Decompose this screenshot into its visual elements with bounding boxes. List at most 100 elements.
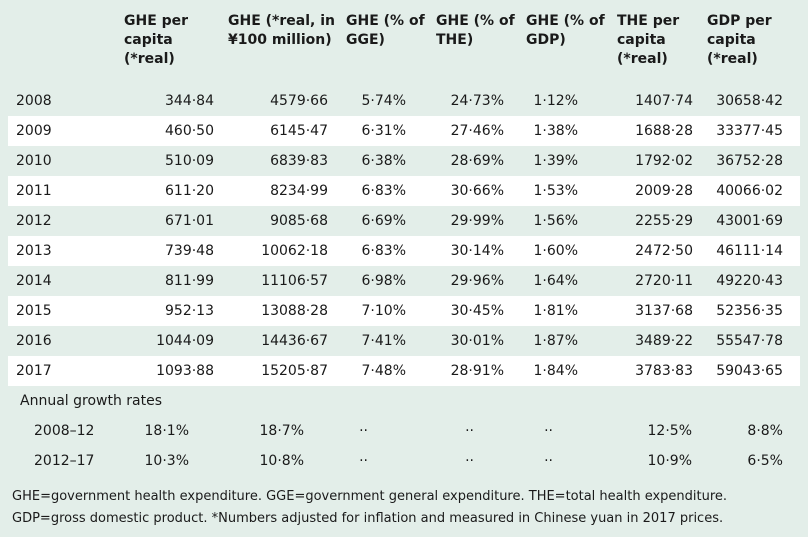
table-cell: 59043·65 — [716, 363, 783, 379]
growth-cell: 18·1% — [144, 423, 189, 439]
growth-cell: 10·9% — [647, 453, 692, 469]
growth-cell: ·· — [359, 453, 368, 469]
header-ghe-real: GHE (*real, in ¥100 million) — [228, 13, 335, 48]
growth-cell: 2008–12 — [34, 423, 95, 439]
table-row: 2008 344·84 4579·66 5·74% 24·73% 1·12% 1407·74… — [8, 86, 800, 116]
table-cell: 1·12% — [533, 93, 578, 109]
table-body: 2008 344·84 4579·66 5·74% 24·73% 1·12% 1407·74… — [8, 86, 800, 386]
table-cell: 7·48% — [361, 363, 406, 379]
header-ghe-pct-the: GHE (% of THE) — [436, 13, 515, 48]
table-cell: 2720·11 — [635, 273, 693, 289]
table-cell: 4579·66 — [270, 93, 328, 109]
table-cell: 28·69% — [450, 153, 504, 169]
table-cell: 30·66% — [450, 183, 504, 199]
growth-row: 2012–17 10·3% 10·8% ·· ·· ·· 10·9% 6·5% — [8, 446, 800, 476]
table-cell: 510·09 — [165, 153, 214, 169]
table-cell: 2017 — [16, 363, 52, 379]
growth-rows: 2008–12 18·1% 18·7% ·· ·· ·· 12·5% 8·8% 2012–17 1… — [8, 416, 800, 476]
table-cell: 1407·74 — [635, 93, 693, 109]
growth-cell: 12·5% — [647, 423, 692, 439]
data-table: GHE per capita (*real) GHE (*real, in ¥1… — [8, 0, 800, 476]
table-cell: 7·41% — [361, 333, 406, 349]
growth-cell: 6·5% — [747, 453, 783, 469]
table-cell: 1·87% — [533, 333, 578, 349]
table-cell: 14436·67 — [261, 333, 328, 349]
table-cell: 6·98% — [361, 273, 406, 289]
table-cell: 1·53% — [533, 183, 578, 199]
section-label: Annual growth rates — [20, 393, 163, 409]
table-cell: 40066·02 — [716, 183, 783, 199]
table-cell: 3489·22 — [635, 333, 693, 349]
table-cell: 7·10% — [361, 303, 406, 319]
table-cell: 344·84 — [165, 93, 214, 109]
table-cell: 6·31% — [361, 123, 406, 139]
table-row: 2014 811·99 11106·57 6·98% 29·96% 1·64% 2720·1… — [8, 266, 800, 296]
table-cell: 739·48 — [165, 243, 214, 259]
table-cell: 1·60% — [533, 243, 578, 259]
table-cell: 2011 — [16, 183, 52, 199]
table-cell: 1·38% — [533, 123, 578, 139]
table-cell: 3783·83 — [635, 363, 693, 379]
table-cell: 15205·87 — [261, 363, 328, 379]
header-the-per-capita: THE per capita (*real) — [617, 13, 680, 67]
table-cell: 30658·42 — [716, 93, 783, 109]
table-cell: 6·83% — [361, 183, 406, 199]
table-cell: 6·38% — [361, 153, 406, 169]
table-cell: 2012 — [16, 213, 52, 229]
table-cell: 1093·88 — [156, 363, 214, 379]
table-row: 2011 611·20 8234·99 6·83% 30·66% 1·53% 2009·28… — [8, 176, 800, 206]
table-cell: 1688·28 — [635, 123, 693, 139]
footnote-line-1: GHE=government health expenditure. GGE=g… — [12, 489, 728, 504]
table-cell: 2014 — [16, 273, 52, 289]
table-cell: 811·99 — [165, 273, 214, 289]
table-cell: 6839·83 — [270, 153, 328, 169]
table-cell: 1·81% — [533, 303, 578, 319]
growth-cell: ·· — [465, 453, 474, 469]
table-cell: 30·45% — [450, 303, 504, 319]
footnote-line-2: GDP=gross domestic product. *Numbers adj… — [12, 511, 724, 526]
table-cell: 1·64% — [533, 273, 578, 289]
growth-cell: 10·3% — [144, 453, 189, 469]
table-cell: 33377·45 — [716, 123, 783, 139]
growth-cell: 10·8% — [259, 453, 304, 469]
table-row: 2013 739·48 10062·18 6·83% 30·14% 1·60% 2472·5… — [8, 236, 800, 266]
table-cell: 6·83% — [361, 243, 406, 259]
growth-row: 2008–12 18·1% 18·7% ·· ·· ·· 12·5% 8·8% — [8, 416, 800, 446]
table-cell: 952·13 — [165, 303, 214, 319]
table-row: 2015 952·13 13088·28 7·10% 30·45% 1·81% 3137·6… — [8, 296, 800, 326]
table-cell: 2015 — [16, 303, 52, 319]
table-row: 2012 671·01 9085·68 6·69% 29·99% 1·56% 2255·29… — [8, 206, 800, 236]
table-cell: 55547·78 — [716, 333, 783, 349]
table-cell: 8234·99 — [270, 183, 328, 199]
table-cell: 10062·18 — [261, 243, 328, 259]
table-cell: 5·74% — [361, 93, 406, 109]
table-cell: 29·96% — [450, 273, 504, 289]
table-cell: 13088·28 — [261, 303, 328, 319]
table-cell: 2009 — [16, 123, 52, 139]
growth-cell: 18·7% — [259, 423, 304, 439]
table-cell: 1792·02 — [635, 153, 693, 169]
header-ghe-per-capita: GHE per capita (*real) — [124, 13, 189, 67]
table-row: 2016 1044·09 14436·67 7·41% 30·01% 1·87% 3489·… — [8, 326, 800, 356]
table-cell: 30·14% — [450, 243, 504, 259]
growth-cell: ·· — [465, 423, 474, 439]
table-cell: 27·46% — [450, 123, 504, 139]
table-cell: 2008 — [16, 93, 52, 109]
table-row: 2009 460·50 6145·47 6·31% 27·46% 1·38% 1688·28… — [8, 116, 800, 146]
table-cell: 30·01% — [450, 333, 504, 349]
table-cell: 24·73% — [450, 93, 504, 109]
table-cell: 2016 — [16, 333, 52, 349]
table-cell: 52356·35 — [716, 303, 783, 319]
table-cell: 671·01 — [165, 213, 214, 229]
growth-cell: ·· — [544, 453, 553, 469]
table-cell: 36752·28 — [716, 153, 783, 169]
table-cell: 460·50 — [165, 123, 214, 139]
growth-section-label: Annual growth rates — [8, 386, 800, 416]
table-cell: 2010 — [16, 153, 52, 169]
table-cell: 46111·14 — [716, 243, 783, 259]
table-cell: 2013 — [16, 243, 52, 259]
table-cell: 1044·09 — [156, 333, 214, 349]
table-cell: 1·56% — [533, 213, 578, 229]
table-cell: 29·99% — [450, 213, 504, 229]
header-gdp-per-capita: GDP per capita (*real) — [707, 13, 772, 67]
